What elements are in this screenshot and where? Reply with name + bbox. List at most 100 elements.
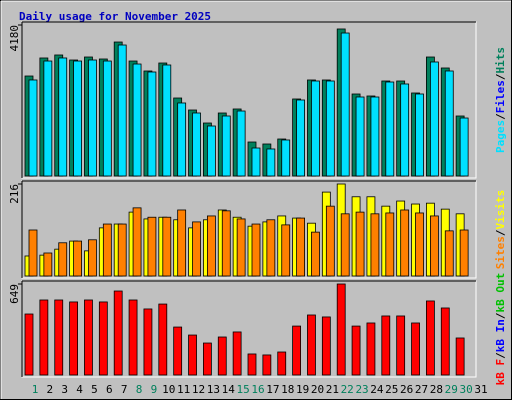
legend: Pages/Files/Hits	[494, 47, 507, 153]
bar	[206, 215, 216, 277]
x-tick-label: 17	[266, 383, 279, 396]
bar	[43, 60, 53, 177]
legend-entry: Files	[494, 80, 507, 113]
x-tick-label: 21	[326, 383, 339, 396]
x-tick-label: 31	[474, 383, 487, 396]
x-tick-label: 2	[47, 383, 54, 396]
x-tick-label: 7	[121, 383, 128, 396]
bar	[98, 301, 108, 376]
bar	[266, 219, 276, 277]
bar	[58, 57, 68, 177]
x-tick-label: 24	[370, 383, 384, 396]
bar	[251, 223, 261, 277]
legend-entry: Visits	[494, 190, 507, 230]
bar	[43, 252, 53, 277]
bar	[351, 325, 361, 376]
bar	[158, 303, 168, 376]
bar	[202, 342, 212, 376]
bar	[307, 314, 316, 376]
bar	[459, 117, 469, 177]
bar	[73, 240, 82, 277]
x-tick-label: 23	[355, 383, 368, 396]
legend: kB F/kB In/kB Out	[494, 273, 507, 386]
bar	[396, 315, 406, 376]
bar	[113, 290, 123, 376]
x-tick-label: 13	[207, 383, 220, 396]
x-tick-label: 10	[162, 383, 175, 396]
bar	[340, 213, 350, 277]
bar	[221, 115, 231, 177]
bar	[325, 205, 335, 277]
legend-entry: Hits	[494, 47, 507, 74]
bar	[262, 354, 272, 376]
bar	[102, 223, 112, 277]
legend-entry: Pages	[494, 120, 507, 153]
bar	[128, 299, 138, 376]
x-tick-label: 4	[76, 383, 83, 396]
bar	[192, 221, 201, 277]
bar	[73, 60, 82, 177]
bar	[415, 212, 424, 277]
bar	[28, 229, 38, 277]
bar	[147, 216, 157, 277]
bar	[425, 300, 435, 376]
bar	[177, 102, 187, 177]
bar	[236, 110, 246, 177]
bar	[444, 70, 454, 177]
bar	[385, 212, 395, 277]
bar	[325, 80, 335, 177]
legend-separator: /	[494, 229, 507, 236]
bar	[24, 313, 34, 376]
x-tick-label: 9	[151, 383, 158, 396]
bar	[88, 239, 97, 277]
bar	[411, 322, 420, 376]
bar	[366, 322, 376, 376]
bar	[459, 229, 469, 277]
legend-separator: /	[494, 113, 507, 120]
bar	[311, 80, 320, 177]
bar	[102, 60, 112, 177]
legend-entry: Sites	[494, 236, 507, 269]
chart-title: Daily usage for November 2025	[19, 10, 211, 23]
bar	[455, 337, 465, 376]
bar	[444, 230, 454, 277]
legend: Sites/Visits	[494, 190, 507, 270]
x-tick-label: 26	[400, 383, 413, 396]
bar	[132, 63, 142, 177]
bar	[232, 331, 242, 376]
bar	[355, 211, 365, 277]
bar	[188, 334, 197, 376]
x-tick-label: 16	[251, 383, 264, 396]
x-tick-label: 12	[192, 383, 205, 396]
x-tick-label: 15	[237, 383, 250, 396]
bar	[84, 299, 93, 376]
x-tick-label: 8	[136, 383, 143, 396]
bar	[251, 147, 261, 177]
bar	[54, 299, 64, 376]
x-tick-label: 20	[311, 383, 324, 396]
x-tick-label: 5	[91, 383, 98, 396]
bar	[117, 44, 127, 177]
bar	[147, 71, 157, 177]
bar	[370, 213, 380, 277]
bar	[370, 96, 380, 177]
x-tick-label: 22	[341, 383, 354, 396]
bar	[162, 64, 172, 177]
bar	[236, 218, 246, 277]
x-tick-label: 6	[106, 383, 113, 396]
bar	[206, 125, 216, 177]
bar	[143, 308, 153, 376]
bar	[58, 242, 68, 277]
bar	[400, 83, 410, 177]
bar	[162, 216, 172, 277]
bar	[28, 79, 38, 177]
bar	[281, 224, 291, 277]
bar	[400, 209, 410, 277]
legend-separator: /	[494, 312, 507, 319]
y-tick-label: 216	[8, 184, 21, 204]
bar	[132, 207, 142, 277]
legend-entry: kB In	[494, 319, 507, 352]
bar	[221, 210, 231, 277]
bar	[355, 96, 365, 177]
